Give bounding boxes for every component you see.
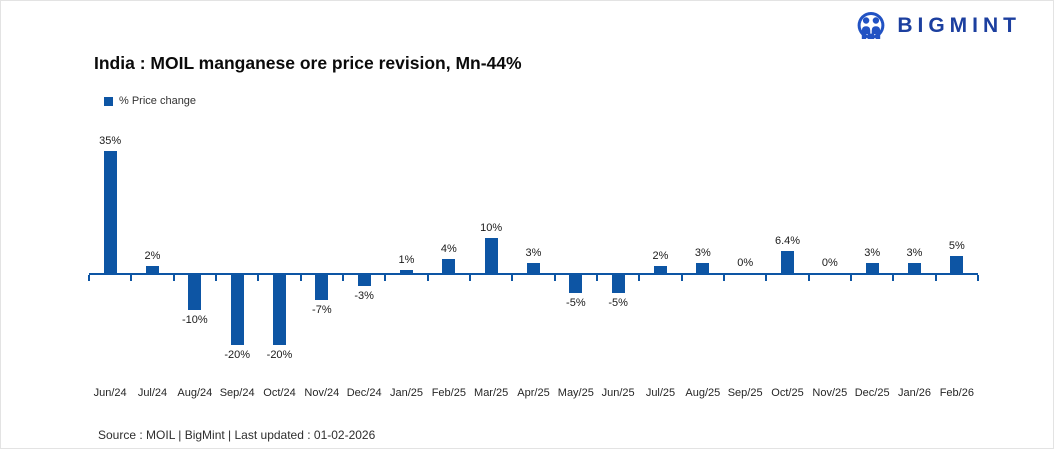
plot-area: 35% Jun/24 2% Jul/24 -10% Aug/24 -20% Sep/24 -20… <box>88 126 979 416</box>
bar-value-label: -20% <box>224 349 250 361</box>
x-axis-label: Sep/24 <box>219 387 255 399</box>
bar-Feb/25 <box>442 259 456 273</box>
axis-tick <box>596 275 598 281</box>
bar-Dec/24 <box>357 275 371 286</box>
bar-Sep/24 <box>230 275 244 345</box>
bar-value-label: 10% <box>480 222 503 234</box>
bar-Aug/25 <box>696 262 710 273</box>
bar-value-label: 5% <box>948 239 965 252</box>
bar-Dec/25 <box>865 262 879 273</box>
bar-value-label: -7% <box>312 303 332 316</box>
x-axis-label: Oct/24 <box>263 387 296 399</box>
bar-Jun/25 <box>611 275 625 293</box>
axis-tick <box>638 275 641 281</box>
bar-Jan/25 <box>400 269 413 273</box>
legend-label: % Price change <box>119 95 197 107</box>
axis-tick <box>88 275 90 281</box>
bigmint-logo: BIGMINT <box>854 9 1021 43</box>
axis-tick <box>765 275 768 281</box>
x-axis-label: Aug/25 <box>685 387 721 399</box>
bar-value-label: -5% <box>566 296 586 309</box>
x-axis-label: May/25 <box>557 387 594 399</box>
x-axis-label: Apr/25 <box>517 387 550 399</box>
axis-tick <box>553 275 556 281</box>
bar-value-label: 3% <box>525 246 542 259</box>
bar-Aug/24 <box>188 275 202 310</box>
bar-value-label: 3% <box>694 246 711 259</box>
axis-tick <box>172 275 175 281</box>
x-axis-label: Dec/25 <box>854 387 890 399</box>
bar-value-label: -20% <box>266 349 293 361</box>
axis-tick <box>130 275 133 281</box>
axis-tick <box>850 275 852 281</box>
x-axis-label: Jan/26 <box>897 387 931 399</box>
x-axis-label: Jul/24 <box>137 387 168 399</box>
x-axis-label: Dec/24 <box>346 387 382 399</box>
axis-tick <box>426 275 429 281</box>
axis-tick <box>215 275 217 281</box>
x-axis-label: Sep/25 <box>727 387 763 399</box>
bar-Feb/26 <box>950 255 964 273</box>
bar-value-label: 0% <box>821 257 838 269</box>
bar-Oct/24 <box>273 275 286 345</box>
bar-value-label: 6.4% <box>774 234 801 247</box>
axis-tick <box>934 275 937 281</box>
bar-value-label: 2% <box>652 250 669 262</box>
axis-tick <box>257 275 260 281</box>
x-axis-label: Nov/25 <box>812 387 848 399</box>
bar-value-label: 1% <box>398 253 415 266</box>
chart-title: India : MOIL manganese ore price revisio… <box>94 53 522 73</box>
bar-Jun/24 <box>103 150 117 273</box>
bar-May/25 <box>569 275 583 293</box>
x-axis-label: Feb/25 <box>431 387 466 399</box>
bar-value-label: -5% <box>608 296 628 309</box>
bar-Nov/24 <box>315 275 329 300</box>
x-axis-label: Jan/25 <box>389 387 423 399</box>
bar-value-label: -3% <box>354 289 374 302</box>
axis-tick <box>892 275 895 281</box>
x-axis-line <box>89 273 978 275</box>
bar-value-label: 35% <box>99 134 122 147</box>
x-axis-label: Mar/25 <box>474 387 509 399</box>
axis-tick <box>299 275 302 281</box>
bar-Jan/26 <box>908 262 921 273</box>
axis-tick <box>511 275 514 281</box>
bar-value-label: 4% <box>440 243 457 255</box>
bar-value-label: 3% <box>864 246 881 259</box>
axis-tick <box>723 275 725 281</box>
x-axis-label: Jul/25 <box>645 387 676 399</box>
bar-value-label: 0% <box>737 257 754 269</box>
bar-value-label: -10% <box>181 314 208 326</box>
x-axis-label: Nov/24 <box>304 387 340 399</box>
legend-swatch-icon <box>104 96 113 106</box>
axis-tick <box>469 275 471 281</box>
axis-tick <box>384 275 387 281</box>
chart-legend: % Price change <box>104 95 196 107</box>
x-axis-label: Jun/25 <box>601 387 635 399</box>
axis-tick <box>342 275 344 281</box>
bar-Oct/25 <box>781 250 794 273</box>
x-axis-label: Jun/24 <box>93 387 127 399</box>
x-axis-label: Feb/26 <box>939 387 974 399</box>
x-axis-label: Aug/24 <box>177 387 213 399</box>
bigmint-logo-icon <box>854 9 888 43</box>
axis-tick <box>807 275 810 281</box>
bar-Jul/25 <box>654 266 667 273</box>
bigmint-logo-text: BIGMINT <box>897 14 1021 37</box>
source-note: Source : MOIL | BigMint | Last updated :… <box>98 428 376 442</box>
axis-tick <box>680 275 683 281</box>
axis-tick <box>977 275 979 281</box>
bar-Apr/25 <box>527 262 540 273</box>
bar-Mar/25 <box>484 238 498 273</box>
bar-value-label: 2% <box>144 250 161 262</box>
x-axis-label: Oct/25 <box>771 387 804 399</box>
bar-value-label: 3% <box>906 246 923 259</box>
bar-Jul/24 <box>146 266 159 273</box>
